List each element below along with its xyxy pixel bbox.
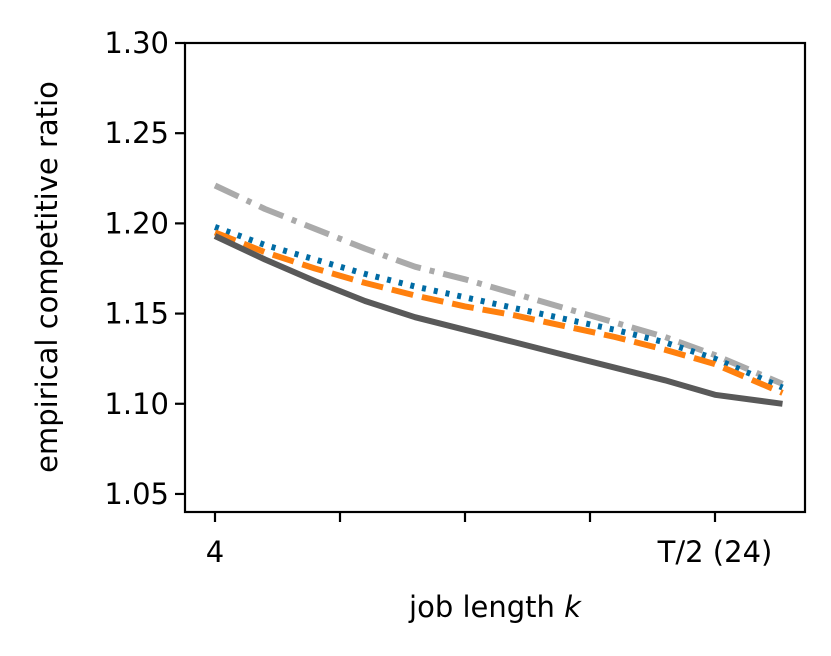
x-tick-label: T/2 (24) (657, 535, 773, 569)
series-line-3 (213, 233, 783, 407)
y-tick-label: 1.25 (104, 116, 169, 150)
x-axis-label-variable: k (564, 590, 582, 624)
x-axis: 4 T/2 (24) (206, 512, 773, 569)
series-line-1 (213, 224, 784, 391)
y-tick-label: 1.30 (104, 26, 169, 60)
y-tick-label: 1.10 (104, 387, 169, 421)
x-axis-label-text: job length (408, 590, 564, 624)
plot-frame (183, 41, 807, 514)
series-line-0 (213, 182, 784, 387)
series-line-2 (213, 229, 784, 396)
y-tick-label: 1.15 (104, 297, 169, 331)
plot-lines (213, 182, 784, 407)
x-tick-label: 4 (206, 535, 224, 569)
y-axis-label: empirical competitive ratio (30, 81, 64, 473)
y-tick-label: 1.20 (104, 206, 169, 240)
y-tick-label: 1.05 (104, 477, 169, 511)
x-axis-label: job length k (408, 590, 582, 624)
y-axis: 1.05 1.10 1.15 1.20 1.25 1.30 (104, 26, 185, 511)
